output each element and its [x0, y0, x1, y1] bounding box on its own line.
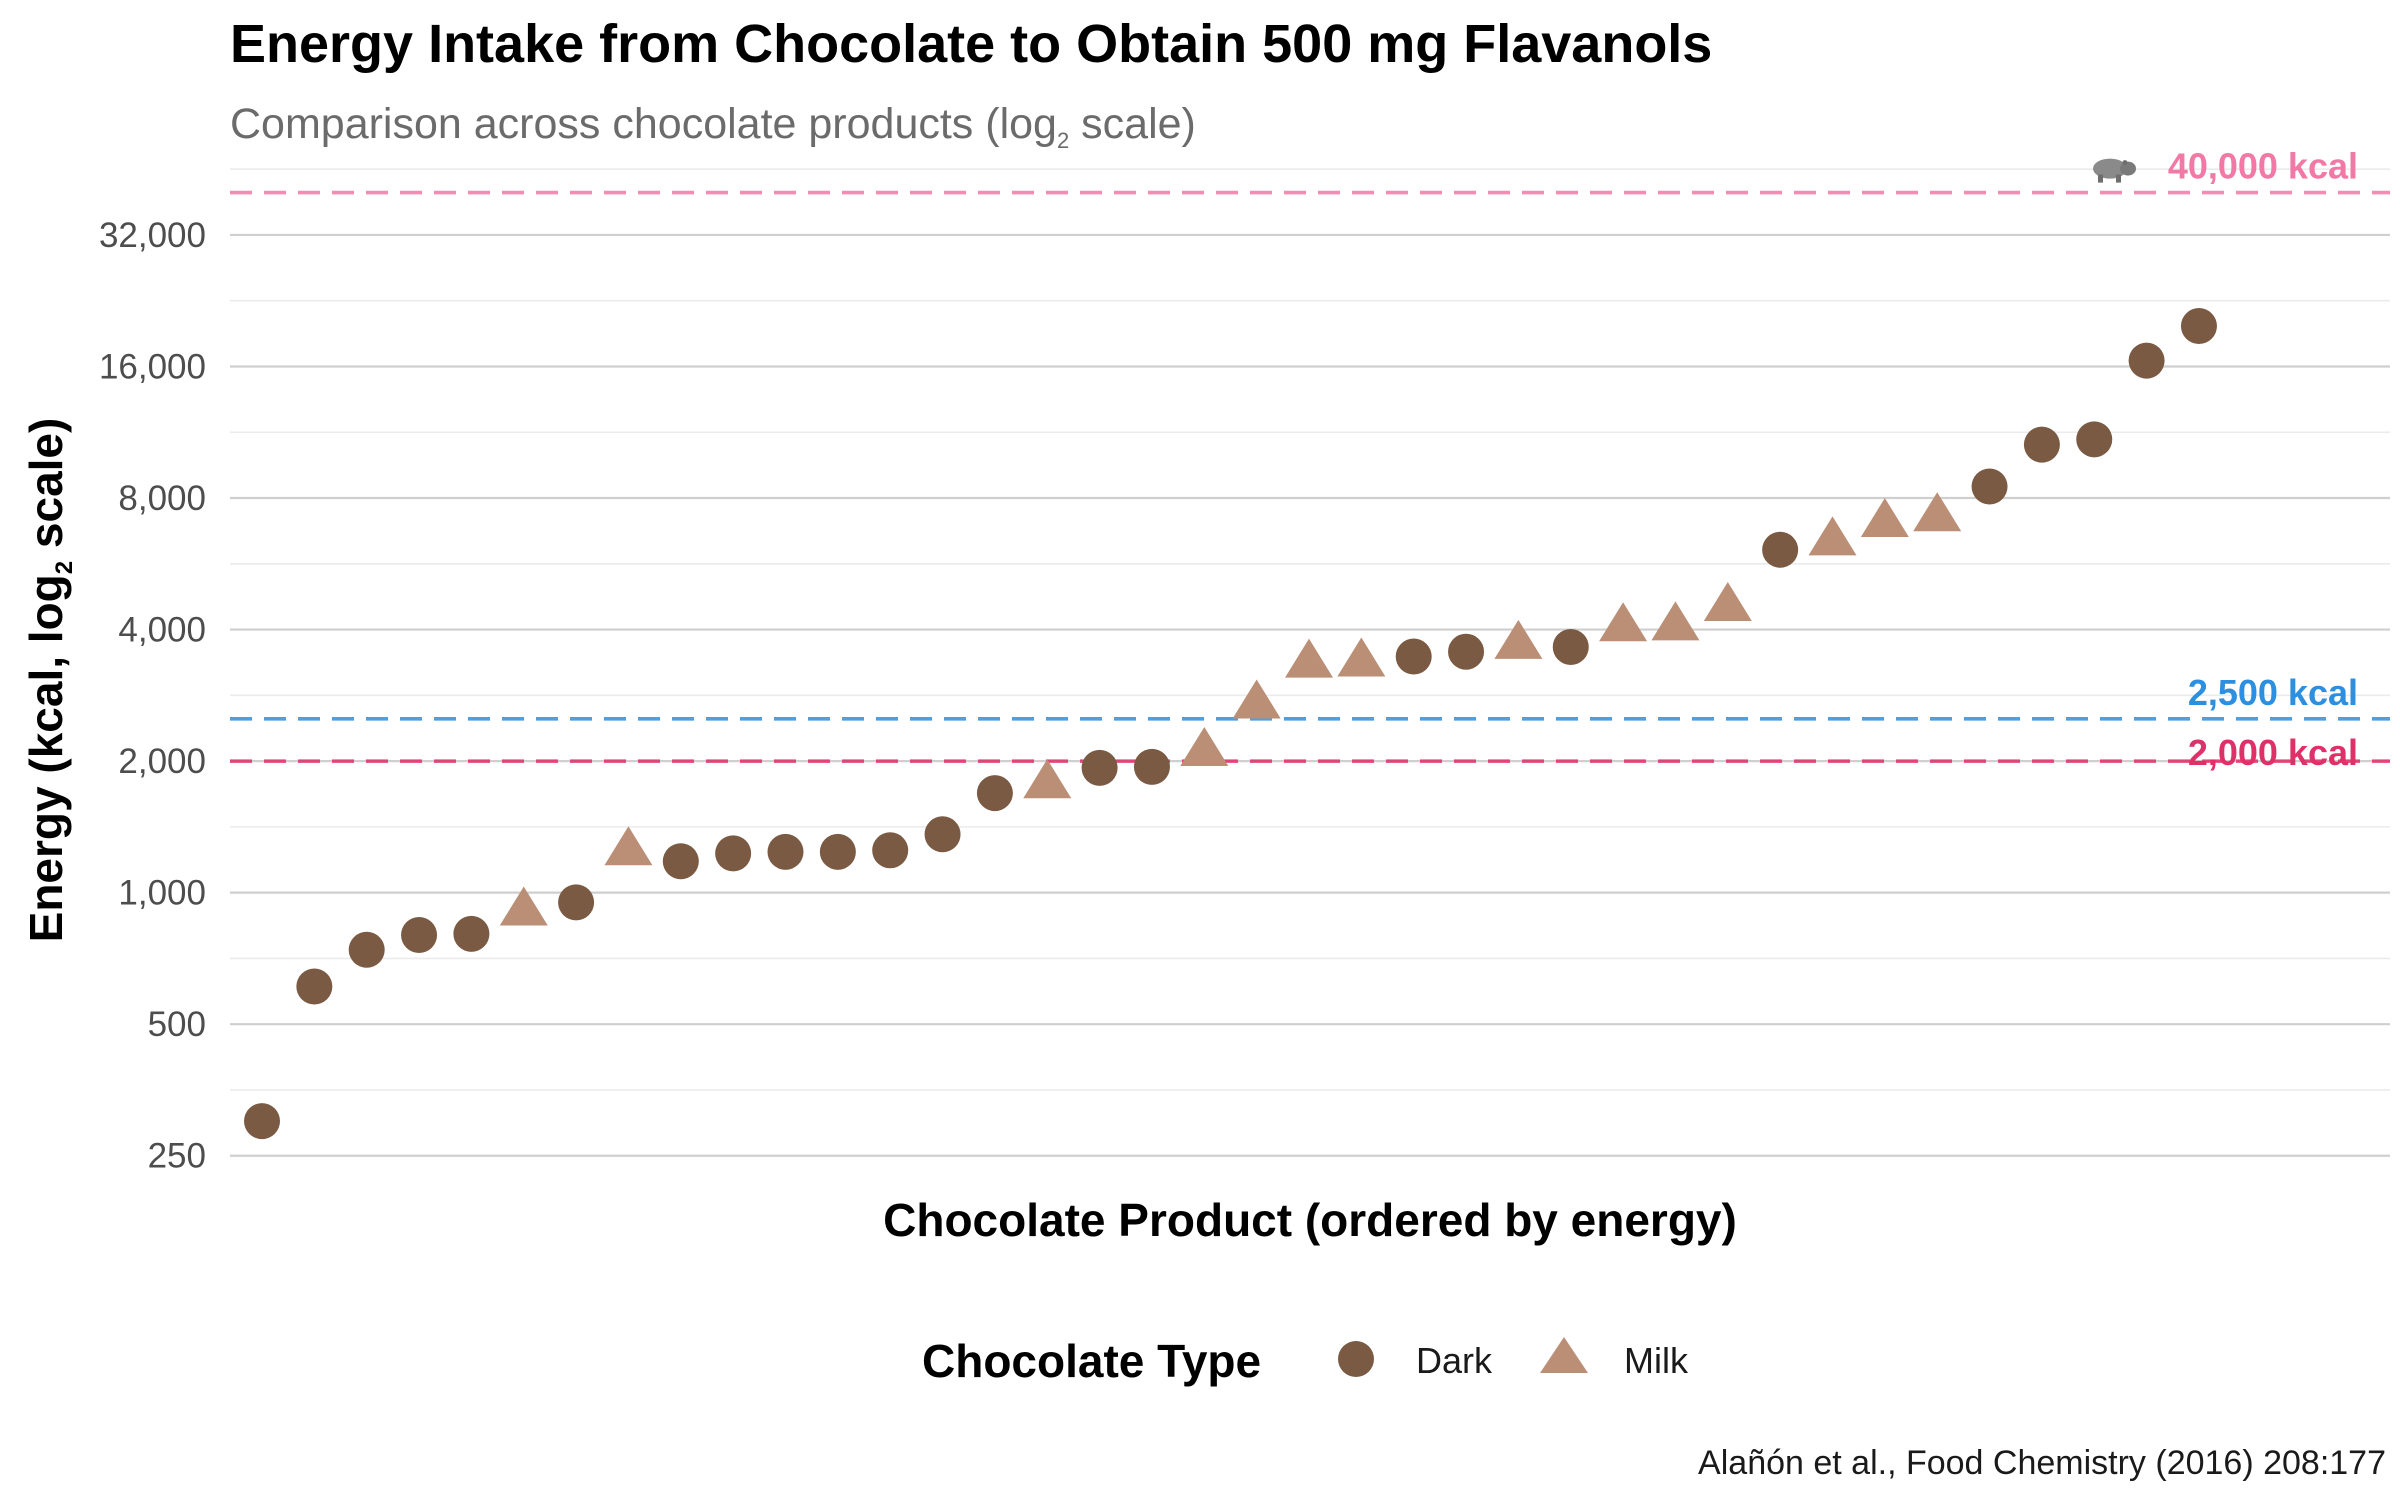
- y-axis-title-text: Energy (kcal, log: [20, 574, 72, 942]
- dark-chocolate-point: [2023, 426, 2060, 463]
- y-axis-title-text-end: scale): [20, 418, 72, 561]
- dark-chocolate-point: [662, 843, 699, 880]
- data-points: [244, 308, 2217, 1140]
- x-axis-title: Chocolate Product (ordered by energy): [883, 1194, 1737, 1246]
- reference-line-label: 2,000 kcal: [2188, 732, 2358, 773]
- dark-chocolate-point: [558, 884, 595, 921]
- dark-chocolate-point: [244, 1103, 280, 1140]
- dark-chocolate-point: [2128, 342, 2165, 379]
- y-tick-label: 8,000: [118, 479, 206, 518]
- y-tick-label: 4,000: [118, 611, 206, 650]
- dark-chocolate-point: [296, 968, 333, 1005]
- reference-lines: 40,000 kcal 2,500 kcal 2,000 kcal: [230, 146, 2390, 773]
- y-tick-label: 250: [148, 1137, 206, 1176]
- dark-chocolate-point: [2076, 421, 2113, 458]
- milk-chocolate-point: [499, 886, 548, 926]
- legend: Chocolate Type Dark Milk: [922, 1335, 1689, 1387]
- subtitle-text-end: scale): [1069, 100, 1196, 148]
- milk-chocolate-point: [1860, 498, 1909, 538]
- legend-title: Chocolate Type: [922, 1335, 1261, 1387]
- milk-chocolate-point: [1703, 581, 1752, 621]
- milk-chocolate-point: [1494, 619, 1543, 659]
- dark-chocolate-point: [453, 915, 490, 952]
- chart-title: Energy Intake from Chocolate to Obtain 5…: [230, 14, 1712, 74]
- milk-chocolate-point: [1232, 679, 1281, 719]
- dark-chocolate-point: [2180, 308, 2217, 345]
- dark-chocolate-point: [1448, 633, 1485, 670]
- reference-line-label: 40,000 kcal: [2168, 146, 2358, 187]
- subtitle-subscript: 2: [1057, 128, 1069, 153]
- y-axis-title: Energy (kcal, log2 scale): [20, 418, 78, 943]
- milk-chocolate-point: [1808, 516, 1857, 556]
- dark-chocolate-point: [401, 917, 438, 954]
- dark-chocolate-point: [819, 833, 856, 870]
- subtitle-text: Comparison across chocolate products (lo…: [230, 100, 1057, 148]
- y-tick-label: 1,000: [118, 874, 206, 913]
- dark-chocolate-point: [872, 832, 909, 869]
- dark-chocolate-point: [1133, 748, 1170, 785]
- chart-subtitle: Comparison across chocolate products (lo…: [230, 100, 1196, 153]
- dark-chocolate-point: [1971, 468, 2008, 505]
- milk-chocolate-point: [1599, 602, 1648, 642]
- hippo-icon: [2093, 158, 2136, 183]
- legend-milk-label: Milk: [1624, 1340, 1689, 1381]
- dark-chocolate-point: [976, 775, 1013, 812]
- milk-chocolate-point: [1337, 637, 1386, 677]
- milk-chocolate-point: [1651, 601, 1700, 641]
- milk-chocolate-point: [1180, 726, 1229, 766]
- reference-line-label: 2,500 kcal: [2188, 672, 2358, 713]
- source-caption: Alañón et al., Food Chemistry (2016) 208…: [1698, 1444, 2386, 1482]
- milk-chocolate-point: [1913, 492, 1962, 532]
- legend-milk-marker: [1540, 1337, 1588, 1373]
- milk-chocolate-point: [1023, 759, 1072, 799]
- dark-chocolate-point: [348, 931, 385, 968]
- y-tick-label: 2,000: [118, 742, 206, 781]
- dark-chocolate-point: [767, 833, 804, 870]
- minor-gridlines: [230, 168, 2390, 1091]
- dark-chocolate-point: [1762, 531, 1799, 568]
- legend-dark-marker: [1338, 1341, 1374, 1377]
- milk-chocolate-point: [1285, 638, 1333, 678]
- y-tick-label: 500: [148, 1005, 206, 1044]
- legend-dark-label: Dark: [1416, 1340, 1493, 1381]
- y-tick-label: 32,000: [99, 216, 206, 255]
- milk-chocolate-point: [604, 826, 653, 866]
- dark-chocolate-point: [715, 835, 752, 872]
- dark-chocolate-point: [1081, 749, 1118, 786]
- dark-chocolate-point: [924, 816, 961, 853]
- y-axis-title-subscript: 2: [51, 561, 78, 574]
- y-axis-ticks: 250 500 1,000 2,000 4,000 8,000 16,000 32,000: [99, 216, 206, 1176]
- dark-chocolate-point: [1395, 638, 1432, 675]
- dark-chocolate-point: [1552, 628, 1589, 665]
- y-tick-label: 16,000: [99, 347, 206, 386]
